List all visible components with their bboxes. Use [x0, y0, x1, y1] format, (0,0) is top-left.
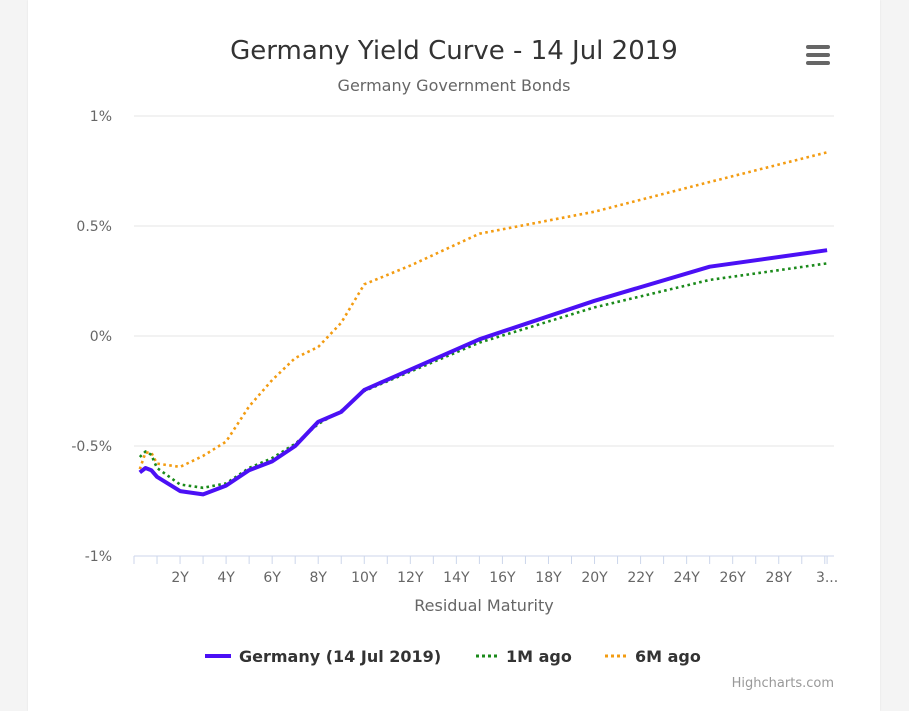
x-tick-label: 6Y	[263, 570, 281, 586]
x-tick-label: 22Y	[627, 570, 654, 586]
legend: Germany (14 Jul 2019) 1M ago 6M ago	[0, 644, 909, 668]
y-tick-label: 0.5%	[76, 219, 112, 235]
legend-item-germany[interactable]: Germany (14 Jul 2019)	[205, 644, 441, 668]
legend-line-dotted-icon	[476, 654, 498, 658]
series-line-germany[interactable]	[138, 248, 828, 497]
y-tick-label: -0.5%	[71, 439, 112, 455]
legend-line-solid-icon	[205, 654, 231, 658]
chart-menu-button[interactable]	[804, 43, 832, 69]
x-tick-label: 28Y	[766, 570, 793, 586]
x-tick-label: 18Y	[535, 570, 562, 586]
chart-title: Germany Yield Curve - 14 Jul 2019	[230, 36, 678, 66]
x-tick-label: 26Y	[719, 570, 746, 586]
x-tick-label: 24Y	[673, 570, 700, 586]
y-tick-label: 0%	[90, 329, 112, 345]
legend-line-dotted-icon	[605, 654, 627, 658]
highcharts-credit-link[interactable]: Highcharts.com	[731, 676, 834, 691]
series-line-1m-ago[interactable]	[138, 262, 828, 490]
chart-card	[28, 0, 880, 711]
y-tick-label: -1%	[85, 549, 112, 565]
legend-label: 1M ago	[506, 646, 572, 666]
x-tick-label: 20Y	[581, 570, 608, 586]
x-tick-label: 16Y	[489, 570, 516, 586]
legend-label: Germany (14 Jul 2019)	[239, 646, 442, 666]
x-tick-label: 2Y	[171, 570, 189, 586]
x-tick-label: 14Y	[443, 570, 470, 586]
x-tick-label: 12Y	[397, 570, 424, 586]
x-tick-label: 4Y	[217, 570, 235, 586]
legend-label: 6M ago	[635, 646, 701, 666]
y-tick-label: 1%	[90, 109, 112, 125]
x-tick-label: 3...	[816, 570, 838, 586]
chart-subtitle: Germany Government Bonds	[338, 76, 571, 95]
legend-item-1m-ago[interactable]: 1M ago	[476, 644, 572, 668]
x-axis-label: Residual Maturity	[414, 596, 553, 615]
legend-item-6m-ago[interactable]: 6M ago	[605, 644, 701, 668]
x-tick-label: 10Y	[351, 570, 378, 586]
x-tick-label: 8Y	[309, 570, 327, 586]
series-line-6m-ago[interactable]	[138, 151, 828, 470]
